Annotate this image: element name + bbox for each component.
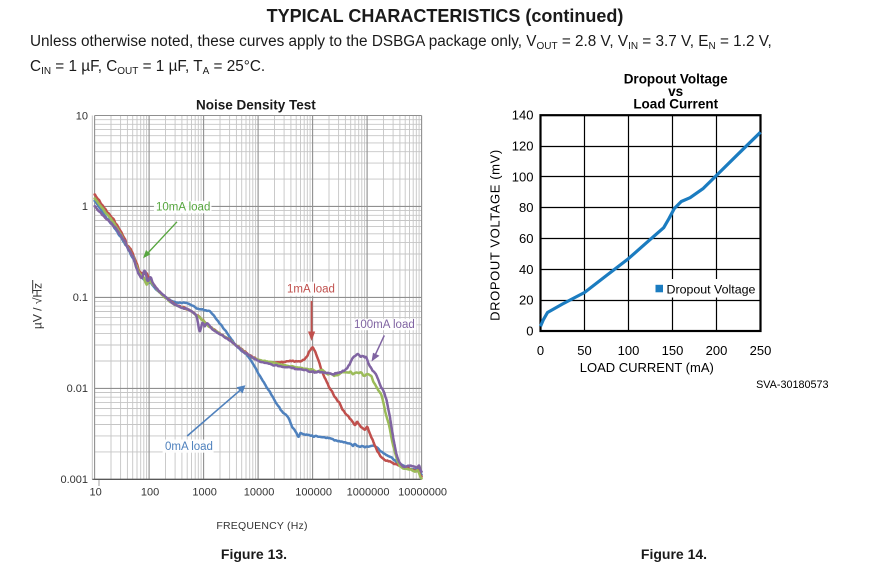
svg-text:1: 1 <box>82 201 88 213</box>
svg-text:10mA load: 10mA load <box>156 202 210 214</box>
svg-text:Load Current: Load Current <box>633 97 718 112</box>
svg-text:0mA load: 0mA load <box>165 441 213 453</box>
svg-text:LOAD CURRENT (mA): LOAD CURRENT (mA) <box>580 360 714 375</box>
svg-text:100: 100 <box>512 169 534 184</box>
svg-text:200: 200 <box>706 343 728 358</box>
svg-text:40: 40 <box>519 262 533 277</box>
svg-text:60: 60 <box>519 231 533 246</box>
svg-text:10: 10 <box>89 487 101 499</box>
svg-text:Dropout Voltage: Dropout Voltage <box>624 72 728 87</box>
svg-text:10: 10 <box>76 110 88 122</box>
svg-text:20: 20 <box>519 293 533 308</box>
svg-text:80: 80 <box>519 200 533 215</box>
svg-text:150: 150 <box>662 343 684 358</box>
svg-text:50: 50 <box>577 343 591 358</box>
svg-text:100mA load: 100mA load <box>354 319 415 331</box>
svg-text:0.1: 0.1 <box>73 292 88 304</box>
svg-text:100: 100 <box>141 487 159 499</box>
svg-text:SVA-30180573: SVA-30180573 <box>756 379 828 391</box>
svg-text:1mA load: 1mA load <box>287 284 335 296</box>
svg-text:140: 140 <box>512 108 534 123</box>
svg-text:Noise Density Test: Noise Density Test <box>196 98 316 113</box>
svg-text:0.001: 0.001 <box>60 474 88 486</box>
svg-text:10000: 10000 <box>244 487 275 499</box>
svg-text:0: 0 <box>526 324 533 339</box>
svg-text:120: 120 <box>512 139 534 154</box>
svg-text:1000: 1000 <box>192 487 216 499</box>
svg-text:0.01: 0.01 <box>67 383 88 395</box>
svg-text:vs: vs <box>668 84 683 99</box>
svg-text:Dropout Voltage: Dropout Voltage <box>667 282 756 296</box>
svg-text:1000000: 1000000 <box>347 487 390 499</box>
svg-text:10000000: 10000000 <box>398 487 447 499</box>
svg-text:DROPOUT VOLTAGE (mV): DROPOUT VOLTAGE (mV) <box>488 149 503 321</box>
svg-text:100: 100 <box>618 343 640 358</box>
svg-text:250: 250 <box>750 343 772 358</box>
svg-text:FREQUENCY (Hz): FREQUENCY (Hz) <box>216 520 307 532</box>
svg-text:0: 0 <box>537 343 544 358</box>
svg-text:100000: 100000 <box>295 487 332 499</box>
svg-text:µV / √Hz: µV / √Hz <box>31 283 45 329</box>
